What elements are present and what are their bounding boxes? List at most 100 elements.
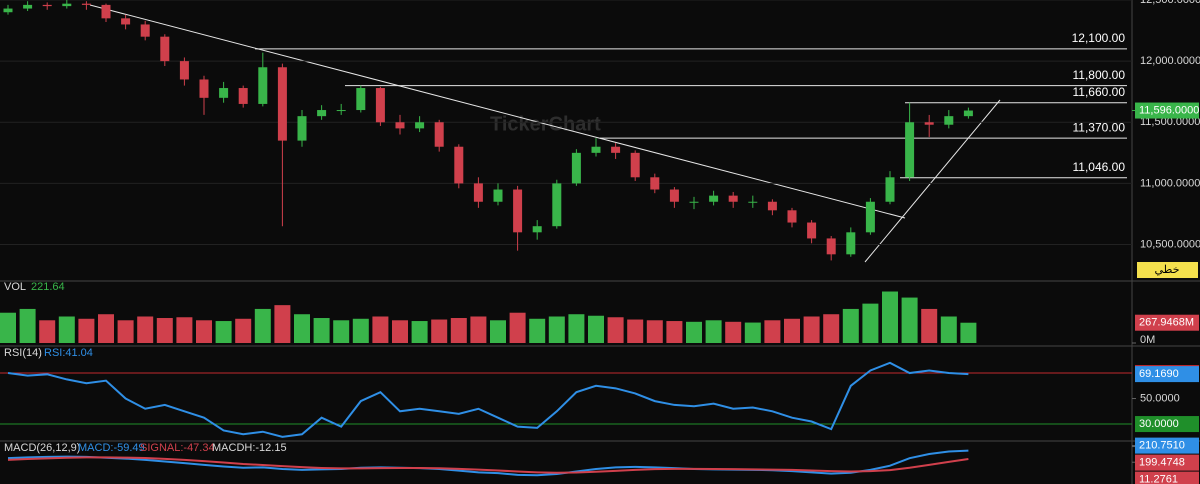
volume-bar <box>705 320 722 343</box>
y-tick-label: 50.0000 <box>1140 392 1180 404</box>
candle-body <box>140 24 150 37</box>
candle-body <box>297 116 307 141</box>
candle-body <box>905 122 915 178</box>
trend-line <box>89 4 906 219</box>
candle-body <box>611 146 621 153</box>
macd-value-label-box <box>1135 471 1199 484</box>
volume-readout: 221.64 <box>31 281 65 293</box>
volume-bar <box>235 318 252 343</box>
volume-bar <box>411 321 428 343</box>
volume-bar <box>450 318 467 343</box>
y-tick-label: 12,500.0000 <box>1140 0 1200 6</box>
volume-bar <box>509 312 526 343</box>
candle-body <box>219 88 229 98</box>
volume-bar <box>568 314 585 343</box>
volume-bar <box>882 291 898 343</box>
volume-bar <box>921 308 938 343</box>
volume-bar <box>588 315 604 343</box>
candle-body <box>630 152 640 178</box>
candle-body <box>767 201 777 211</box>
candle-body <box>317 110 327 117</box>
volume-bar <box>313 318 330 343</box>
macd-readout: MACDH:-12.15 <box>212 442 287 454</box>
volume-bar <box>274 305 291 343</box>
candle-body <box>689 201 699 203</box>
rsi-readout: RSI:41.04 <box>44 347 93 359</box>
volume-bar <box>98 314 114 343</box>
level-label: 12,100.00 <box>1072 31 1126 45</box>
candle-body <box>199 79 209 98</box>
candle-body <box>865 201 875 233</box>
macd-value-label: 11.2761 <box>1139 474 1178 484</box>
volume-bar <box>529 318 546 343</box>
mode-label[interactable]: خطي <box>1155 264 1180 276</box>
candle-body <box>3 8 13 13</box>
candle-body <box>709 195 719 202</box>
macd-value-label-box <box>1135 454 1199 471</box>
y-tick-label: 12,000.0000 <box>1140 55 1200 67</box>
candle-body <box>454 146 464 184</box>
volume-bar <box>646 320 663 343</box>
candle-body <box>924 122 934 125</box>
macd-readout: SIGNAL:-47.34 <box>140 442 215 454</box>
candle-body <box>944 116 954 125</box>
candle-body <box>846 232 856 255</box>
candle-body <box>963 110 973 117</box>
volume-bar <box>823 314 840 343</box>
volume-bar <box>333 320 350 343</box>
level-label: 11,660.00 <box>1073 85 1126 99</box>
panel-title: VOL <box>4 281 26 293</box>
volume-bar <box>940 316 957 343</box>
volume-bar <box>725 321 742 343</box>
volume-bar <box>117 320 134 343</box>
candle-body <box>748 201 758 203</box>
candle-body <box>415 122 425 129</box>
panel-title: RSI(14) <box>4 347 42 359</box>
candle-body <box>885 177 895 202</box>
volume-bar <box>254 308 271 343</box>
volume-bar <box>431 319 448 343</box>
candle-body <box>42 4 52 7</box>
candle-body <box>277 67 287 141</box>
candle-body <box>356 88 366 111</box>
macd-line <box>7 456 969 474</box>
rsi-last-label-box <box>1135 366 1199 383</box>
candle-body <box>434 122 444 147</box>
candle-body <box>650 177 660 190</box>
candle-body <box>336 110 346 112</box>
volume-last-label: 267.9468M <box>1139 317 1194 329</box>
candle-body <box>513 189 523 233</box>
volume-bar <box>607 317 624 343</box>
candle-body <box>238 88 248 104</box>
candle-body <box>101 4 111 19</box>
macd-value-label: 199.4748 <box>1139 457 1185 469</box>
volume-bar <box>470 316 487 343</box>
rsi-line <box>7 361 969 438</box>
volume-bar <box>764 320 781 343</box>
candle-body <box>258 67 268 104</box>
volume-bar <box>627 319 644 343</box>
volume-bar <box>392 320 408 343</box>
panel-title: MACD(26,12,9) <box>4 442 80 454</box>
volume-last-label-box <box>1135 314 1199 331</box>
candle-body <box>826 238 836 255</box>
volume-bar <box>666 321 683 343</box>
y-tick-label: 10,500.0000 <box>1140 238 1200 250</box>
mode-box[interactable] <box>1137 262 1198 278</box>
volume-bar <box>372 316 389 343</box>
macd-readout: MACD:-59.49 <box>78 442 145 454</box>
volume-bar <box>960 322 977 343</box>
candle-body <box>395 122 405 129</box>
volume-bar <box>196 320 212 343</box>
y-tick-label: 11,500.0000 <box>1140 116 1200 128</box>
volume-bar <box>78 318 95 343</box>
level-label: 11,370.00 <box>1073 120 1126 134</box>
volume-bar <box>156 318 173 343</box>
volume-bar <box>686 321 702 343</box>
candle-body <box>121 18 131 25</box>
level-label: 11,800.00 <box>1073 68 1126 82</box>
volume-bar <box>0 312 16 343</box>
y-tick-label: 0M <box>1140 334 1155 346</box>
volume-bar <box>352 318 369 343</box>
